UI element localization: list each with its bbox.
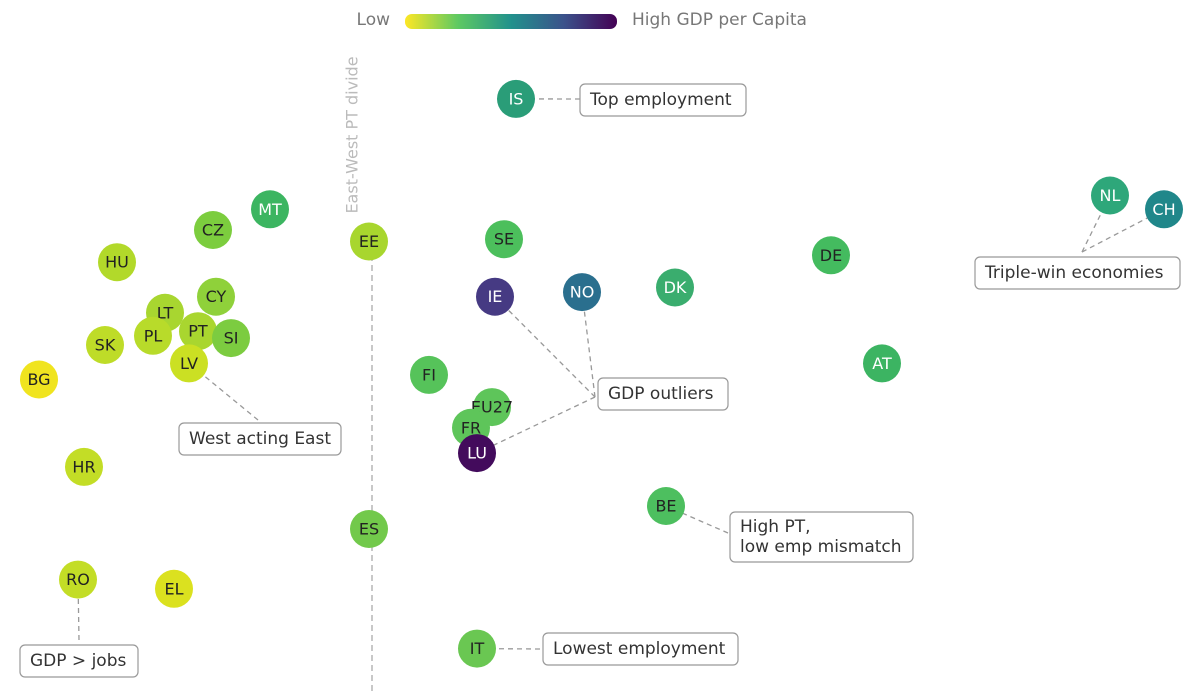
annotation-text: High PT,: [740, 517, 811, 537]
annotation-text: West acting East: [189, 429, 331, 449]
annotation-box: [729, 511, 914, 563]
leader-line: [77, 579, 80, 641]
data-point: [350, 510, 388, 548]
annotation-text: low emp mismatch: [740, 537, 902, 557]
leader-line: [1081, 208, 1165, 253]
leader-line: [476, 396, 596, 454]
point-label: LU: [467, 444, 487, 463]
data-point: [647, 487, 685, 525]
data-point: [458, 434, 496, 473]
annotation-text: Triple-win economies: [984, 263, 1164, 283]
point-label: DK: [664, 278, 687, 297]
data-point: [656, 268, 694, 307]
point-label: EU27: [471, 398, 513, 417]
annotation-text: GDP outliers: [608, 384, 714, 404]
data-point: [485, 220, 523, 259]
point-label: NO: [570, 283, 595, 302]
point-label: HR: [72, 457, 95, 476]
data-point: [497, 79, 535, 118]
point-label: MT: [258, 200, 282, 219]
point-label: CZ: [202, 221, 224, 240]
data-point: [563, 273, 601, 312]
data-point: [350, 222, 388, 261]
data-point: [20, 360, 58, 399]
data-point: [170, 344, 208, 383]
point-label: CY: [206, 287, 227, 306]
data-point: [179, 312, 217, 351]
annotation-box: [542, 632, 739, 666]
data-point: [59, 560, 97, 599]
point-label: BG: [27, 370, 50, 389]
data-point: [458, 629, 496, 668]
point-label: SI: [224, 329, 239, 348]
point-label: LV: [180, 354, 198, 373]
data-point: [155, 569, 193, 608]
leader-line: [1081, 195, 1111, 253]
annotation-box: [974, 256, 1181, 290]
divider-label-bg: [358, 40, 386, 230]
annotation-text: Top employment: [589, 90, 732, 110]
colorbar-high-label: High GDP per Capita: [632, 10, 807, 30]
colorbar-low-label: Low: [357, 10, 391, 30]
point-label: EL: [164, 579, 183, 598]
divider-label: East-West PT divide: [343, 56, 362, 213]
data-point: [251, 190, 289, 229]
colorbar: [405, 14, 617, 29]
point-label: BE: [655, 497, 676, 516]
point-label: CH: [1152, 200, 1175, 219]
point-label: SE: [494, 230, 514, 249]
point-label: PL: [144, 326, 163, 345]
data-point: [194, 211, 232, 249]
point-label: FR: [461, 418, 481, 437]
data-point: [197, 277, 235, 316]
point-label: EE: [359, 232, 379, 251]
annotation-box: [19, 644, 139, 678]
data-point: [476, 277, 514, 316]
point-label: IS: [509, 89, 524, 108]
point-label: IT: [470, 639, 485, 658]
point-label: SK: [95, 336, 116, 355]
annotation-text: GDP > jobs: [30, 651, 126, 671]
point-label: FI: [422, 365, 436, 384]
point-label: ES: [359, 520, 379, 539]
data-point: [98, 243, 136, 282]
annotation-box: [579, 83, 747, 117]
point-label: HU: [105, 253, 129, 272]
point-label: NL: [1100, 186, 1121, 205]
point-label: RO: [66, 570, 90, 589]
point-label: IE: [488, 287, 503, 306]
point-label: PT: [188, 322, 208, 341]
point-label: DE: [820, 246, 842, 265]
data-point: [212, 319, 250, 358]
data-point: [65, 447, 103, 486]
annotation-box: [178, 422, 342, 456]
data-point: [1145, 190, 1183, 229]
point-label: AT: [872, 354, 892, 373]
annotation-box: [597, 377, 729, 411]
annotation-text: Lowest employment: [553, 639, 726, 659]
point-label: LT: [157, 303, 174, 322]
data-point: [410, 355, 448, 394]
data-point: [1091, 176, 1129, 215]
data-point: [134, 316, 172, 355]
leader-line: [494, 296, 596, 398]
data-point: [86, 326, 124, 364]
data-point: [863, 344, 901, 383]
data-point: [812, 236, 850, 275]
